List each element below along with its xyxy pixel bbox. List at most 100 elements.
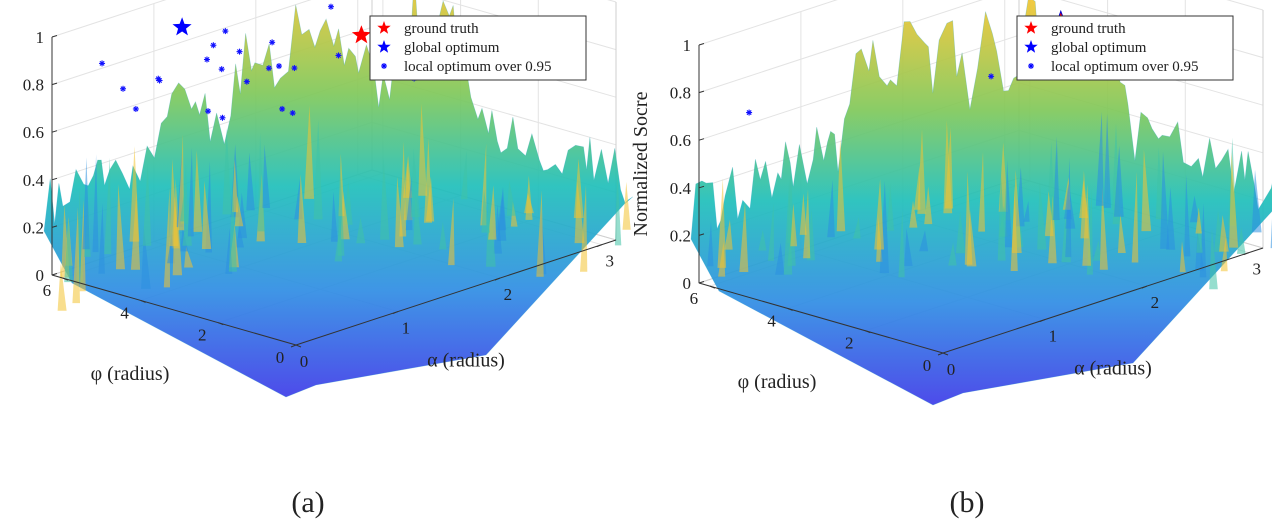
z-tick bbox=[698, 138, 705, 141]
y-tick-label: 6 bbox=[690, 289, 699, 308]
local-optimum-marker bbox=[133, 106, 139, 112]
z-tick-label: 0.2 bbox=[670, 226, 691, 245]
local-optimum-marker bbox=[219, 115, 225, 121]
y-tick bbox=[865, 330, 871, 334]
z-tick-label: 0 bbox=[36, 266, 45, 285]
legend-item-label: local optimum over 0.95 bbox=[404, 59, 551, 75]
surface-ridge bbox=[72, 207, 80, 304]
surface-ridge bbox=[1117, 213, 1126, 253]
local-optimum-marker bbox=[291, 65, 297, 71]
y-tick-label: 2 bbox=[845, 334, 854, 353]
x-tick-label: 1 bbox=[1049, 327, 1058, 346]
y-axis-line bbox=[698, 282, 944, 354]
surface-ridge bbox=[394, 176, 404, 248]
z-axis-label: Normalized Socre bbox=[0, 83, 5, 228]
surface-ridge bbox=[887, 182, 894, 231]
y-axis-label: φ (radius) bbox=[91, 363, 170, 385]
local-optimum-marker bbox=[204, 56, 210, 63]
surface-ridge bbox=[356, 217, 366, 244]
x-tick-label: 0 bbox=[300, 352, 309, 371]
local-optimum-marker bbox=[219, 66, 225, 72]
surface-ridge bbox=[439, 221, 447, 250]
local-optimum-marker bbox=[237, 49, 243, 55]
surface-ridge bbox=[488, 185, 497, 240]
surface-ridge bbox=[1044, 190, 1054, 237]
surface-ridge bbox=[497, 194, 507, 241]
surface-ridge bbox=[228, 184, 237, 272]
score-surface bbox=[690, 0, 1272, 406]
legend-item-label: local optimum over 0.95 bbox=[1051, 59, 1198, 75]
x-tick-label: 3 bbox=[605, 252, 614, 271]
x-axis-line bbox=[942, 247, 1264, 354]
surface-ridge bbox=[739, 202, 749, 272]
z-tick-label: 1 bbox=[683, 36, 692, 55]
surface-ridge bbox=[1064, 183, 1072, 220]
z-tick bbox=[51, 177, 58, 181]
surface-ridge bbox=[167, 233, 175, 264]
legend-star-icon bbox=[1024, 40, 1038, 53]
y-tick-label: 2 bbox=[198, 326, 207, 345]
surface-ridge bbox=[827, 180, 835, 238]
surface-ridge bbox=[790, 203, 798, 247]
surface-ridge bbox=[1189, 195, 1200, 223]
surface-ridge bbox=[1011, 169, 1022, 253]
surface-ridge bbox=[799, 193, 807, 235]
z-tick bbox=[51, 35, 58, 38]
x-axis-label: α (radius) bbox=[427, 350, 505, 372]
surface-ridge bbox=[142, 163, 152, 246]
surface-ridge bbox=[924, 186, 933, 225]
z-gridline bbox=[698, 0, 838, 46]
surface-ridge bbox=[262, 144, 271, 208]
legend: ground truth global optimum local optimum … bbox=[1016, 15, 1234, 81]
z-gridline bbox=[51, 0, 167, 38]
z-tick bbox=[698, 43, 705, 46]
surface-ridge bbox=[116, 184, 125, 270]
surface-ridge bbox=[1080, 170, 1089, 239]
z-tick bbox=[698, 185, 705, 189]
local-optimum-marker bbox=[269, 39, 275, 45]
x-tick bbox=[392, 311, 399, 315]
x-tick-label: 3 bbox=[1252, 260, 1261, 279]
z-tick bbox=[51, 130, 58, 133]
surface-ridge bbox=[481, 190, 490, 233]
surface-ridge bbox=[1053, 136, 1060, 220]
local-optimum-marker bbox=[988, 73, 994, 79]
surface-ridge bbox=[380, 157, 390, 240]
surface-ridge bbox=[948, 242, 957, 266]
surface-ridge bbox=[237, 192, 247, 239]
y-tick-label: 4 bbox=[767, 311, 776, 330]
y-axis-label: φ (radius) bbox=[738, 371, 817, 393]
surface-ridge bbox=[1229, 152, 1239, 248]
surface-ridge bbox=[614, 170, 622, 246]
surface-ridge bbox=[169, 159, 179, 247]
x-tick-label: 2 bbox=[1151, 293, 1160, 312]
surface-ridge bbox=[460, 150, 468, 200]
surface-ridge bbox=[1195, 207, 1202, 234]
z-tick bbox=[698, 281, 705, 284]
surface-ridge bbox=[92, 154, 99, 253]
surface-ridge bbox=[405, 176, 413, 231]
z-tick-label: 0 bbox=[683, 274, 692, 293]
local-optimum-marker bbox=[244, 79, 250, 85]
surface-ridge bbox=[1166, 187, 1176, 250]
surface-ridge bbox=[104, 157, 112, 255]
surface-ridge bbox=[1219, 215, 1229, 252]
z-tick bbox=[51, 82, 58, 86]
local-optimum-marker bbox=[290, 110, 296, 116]
x-tick bbox=[596, 244, 602, 248]
legend-item-label: global optimum bbox=[1051, 40, 1147, 56]
surface-ridge bbox=[955, 211, 966, 254]
local-optimum-marker bbox=[120, 86, 126, 92]
local-optimum-marker bbox=[335, 52, 341, 58]
global-optimum-marker bbox=[172, 17, 192, 36]
y-tick-label: 4 bbox=[120, 303, 129, 322]
surface-ridge bbox=[180, 188, 187, 222]
y-axis-line bbox=[51, 274, 297, 346]
x-tick bbox=[290, 344, 297, 348]
y-tick bbox=[140, 299, 146, 303]
surface-ridge bbox=[964, 171, 973, 265]
surface-ridge bbox=[506, 180, 517, 216]
